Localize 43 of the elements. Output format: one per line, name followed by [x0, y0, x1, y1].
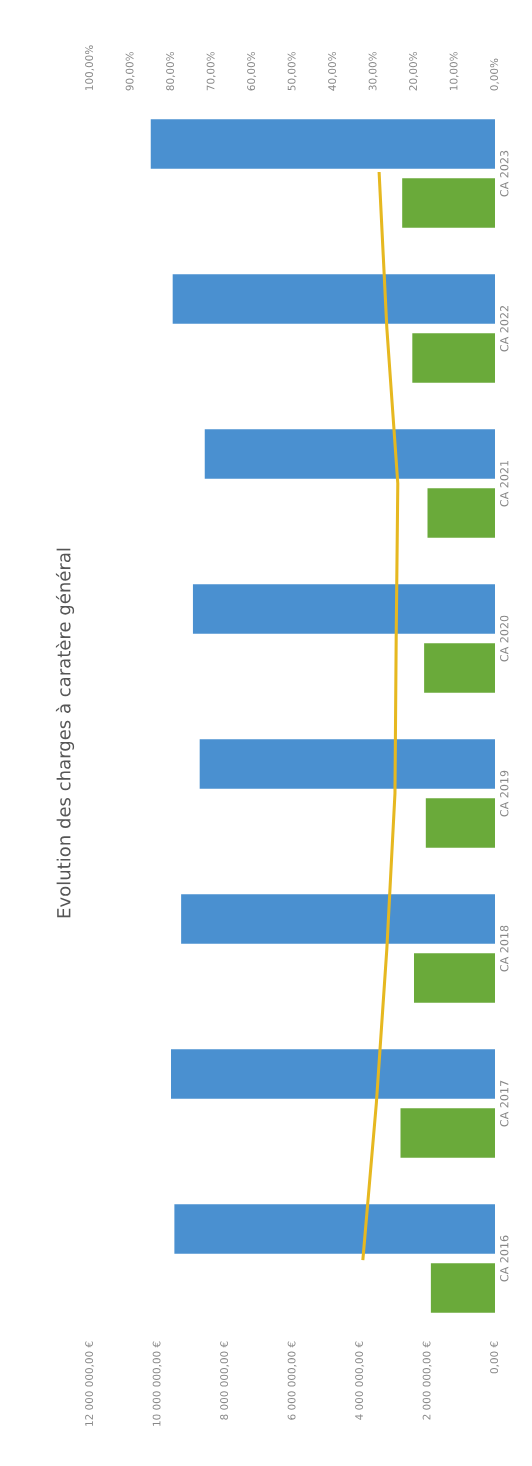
x2-tick-label: 0,00% [490, 58, 500, 91]
x2-tick-label: 90,00% [125, 52, 135, 91]
x2-tick-label: 20,00% [409, 52, 419, 91]
bar [430, 1263, 495, 1313]
x2-tick-label: 30,00% [368, 52, 378, 91]
text: Evolution des charges à caratère général [55, 548, 75, 918]
x2-tick-label: 60,00% [247, 52, 257, 91]
y-tick-label: CA 2018 [500, 925, 509, 972]
x2-tick-label: 50,00% [287, 52, 297, 91]
x-tick-label: 0,00 € [490, 1341, 500, 1374]
bar [427, 488, 495, 538]
bar [424, 643, 495, 693]
x-tick-label: 6 000 000,00 € [287, 1341, 297, 1420]
y-tick-label: CA 2023 [500, 150, 509, 197]
bar [181, 894, 495, 944]
bar [400, 1108, 495, 1158]
x2-tick-label: 100,00% [85, 45, 95, 90]
bar [172, 274, 495, 324]
y-tick-label: CA 2021 [500, 460, 509, 507]
y-tick-label: CA 2020 [500, 615, 509, 662]
bar [412, 333, 495, 383]
bar [150, 119, 495, 169]
y-tick-label: CA 2022 [500, 306, 509, 352]
x-tick-label: 12 000 000,00 € [85, 1341, 95, 1426]
x2-tick-label: 70,00% [206, 52, 216, 91]
x2-tick-label: 10,00% [449, 52, 459, 90]
bar [192, 584, 495, 634]
bar [402, 178, 495, 228]
x-tick-label: 10 000 000,00 € [152, 1341, 162, 1426]
bar [414, 953, 495, 1003]
bar [199, 739, 495, 789]
y-tick-label: CA 2017 [500, 1080, 509, 1127]
bar [174, 1204, 495, 1254]
bar [425, 798, 495, 848]
y-tick-label: CA 2019 [500, 770, 509, 817]
y-tick-label: CA 2016 [500, 1235, 509, 1282]
x-tick-label: 8 000 000,00 € [220, 1341, 230, 1420]
x-tick-label: 2 000 000,00 € [422, 1341, 432, 1420]
x2-tick-label: 80,00% [166, 52, 176, 91]
bar [204, 429, 495, 479]
bar [171, 1049, 495, 1099]
x2-tick-label: 40,00% [328, 52, 338, 91]
x-tick-label: 4 000 000,00 € [355, 1341, 365, 1420]
